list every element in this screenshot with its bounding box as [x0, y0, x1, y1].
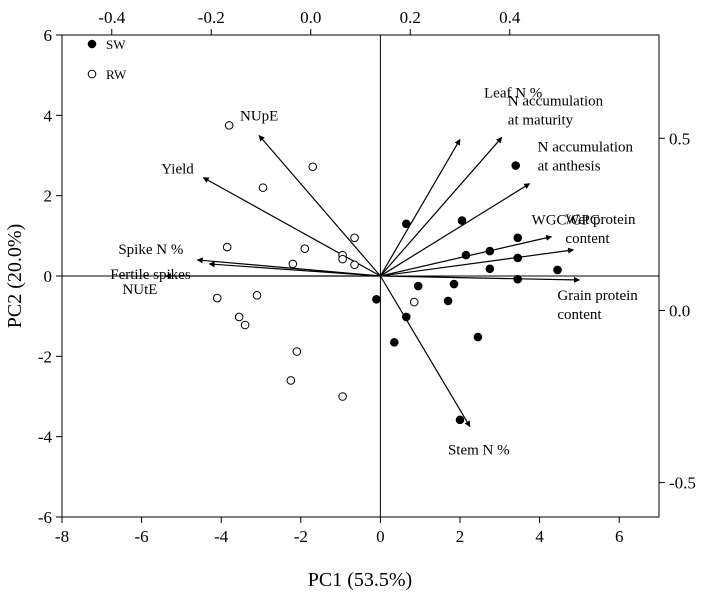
loading-label-n-accumulation-at-maturity: N accumulation at maturity	[508, 93, 604, 128]
loading-label-wet-protein-content: Wet protein content	[565, 212, 636, 247]
point-sw-1	[511, 161, 521, 170]
point-sw-10	[513, 274, 523, 284]
loading-arrow-leaf-n	[379, 138, 461, 277]
x-tick-label-0: 0	[376, 527, 385, 546]
point-sw-7	[513, 253, 523, 263]
point-rw-18	[338, 392, 347, 401]
point-rw-16	[292, 347, 302, 356]
point-sw-14	[443, 296, 453, 306]
point-sw-5	[485, 246, 495, 256]
legend-label-sw: SW	[106, 37, 126, 52]
x-axis-bottom: -8 -6 -4 -2 0 2 4 6	[55, 517, 624, 546]
y-tick-label-0: 0	[44, 267, 53, 286]
right-tick-label-0-5: -0.5	[669, 474, 696, 493]
legend-marker-rw	[87, 69, 97, 79]
loading-label-wgc-gpc: WGC/GPC	[532, 213, 600, 229]
legend-marker-sw	[87, 39, 97, 49]
top-tick-label-0-0: 0.0	[300, 8, 321, 27]
x-tick-label-2: 2	[456, 527, 465, 546]
point-rw-2	[308, 162, 318, 172]
loading-label-n-accumulation-at-anthesis: N accumulation at anthesis	[538, 140, 634, 175]
loading-arrow-n-accumulation-at-maturity	[379, 136, 503, 277]
point-sw-16	[390, 337, 399, 347]
loading-arrow-n-accumulation-at-anthesis	[380, 183, 531, 277]
point-rw-17	[286, 376, 296, 385]
top-tick-label-0-2: -0.2	[198, 8, 225, 27]
point-sw-2	[401, 219, 411, 229]
x-tick-label-8: -8	[55, 527, 69, 546]
y-axis-left: -6 -4 -2 0 2 4 6	[38, 26, 62, 527]
point-sw-12	[449, 279, 459, 289]
loading-label-leaf-n: Leaf N %	[484, 85, 542, 101]
point-sw-18	[455, 415, 465, 425]
y-tick-label-2: 2	[44, 187, 53, 206]
point-rw-5	[222, 242, 232, 252]
y-axis-title: PC2 (20.0%)	[4, 224, 26, 328]
legend-label-rw: RW	[106, 67, 127, 82]
right-tick-label-0-5: 0.5	[669, 129, 690, 148]
x-axis-top: -0.4 -0.2 0.0 0.2 0.4	[98, 8, 521, 35]
x-tick-label-4: -4	[214, 527, 229, 546]
top-tick-label-0-4: -0.4	[98, 8, 125, 27]
point-rw-12	[252, 290, 262, 300]
loading-arrow-stem-n	[379, 275, 471, 428]
y-tick-label-4: 4	[44, 106, 53, 125]
loading-label-grain-protein-content: Grain protein content	[557, 288, 638, 323]
x-tick-label-2: -2	[294, 527, 308, 546]
x-tick-label-6: 6	[615, 527, 624, 546]
point-sw-8	[485, 264, 495, 274]
loading-vectors: Leaf N %N accumulation at maturity N accum…	[110, 85, 638, 458]
loading-arrow-yield	[202, 177, 381, 277]
top-tick-label-0-4: 0.4	[499, 8, 521, 27]
point-sw-9	[553, 265, 562, 275]
loading-label-yield: Yield	[161, 162, 194, 178]
y-tick-label-4: -4	[38, 428, 53, 447]
loading-label-nupe: NUpE	[240, 108, 278, 124]
point-rw-13	[409, 297, 419, 307]
loading-arrow-nupe	[258, 134, 381, 277]
point-rw-8	[338, 254, 347, 264]
x-tick-label-4: 4	[535, 527, 544, 546]
point-rw-6	[300, 244, 310, 253]
loading-arrow-wet-protein-content	[380, 247, 575, 277]
loading-label-nute: NUtE	[122, 282, 157, 298]
point-sw-4	[513, 233, 523, 243]
y-tick-label-6: 6	[44, 26, 53, 45]
loading-label-spike-n: Spike N %	[118, 242, 183, 258]
loading-label-fertile-spikes: Fertile spikes	[110, 267, 191, 283]
loading-arrow-grain-protein-content	[380, 275, 580, 283]
point-rw-4	[350, 233, 359, 243]
loading-arrow-fertile-spikes	[208, 261, 381, 277]
score-points	[212, 121, 562, 425]
point-rw-9	[288, 259, 298, 269]
x-axis-title: PC1 (53.5%)	[308, 569, 412, 591]
legend: SW RW	[87, 37, 127, 82]
y-tick-label-6: -6	[38, 508, 52, 527]
point-sw-6	[461, 250, 471, 260]
right-tick-label-0-0: 0.0	[669, 301, 690, 320]
point-sw-13	[372, 294, 381, 304]
point-rw-1	[224, 121, 234, 130]
point-rw-14	[234, 312, 244, 322]
point-sw-3	[457, 216, 467, 225]
loading-label-stem-n: Stem N %	[448, 443, 510, 459]
point-rw-11	[212, 293, 222, 303]
point-sw-11	[413, 281, 423, 291]
x-tick-label-6: -6	[135, 527, 149, 546]
point-rw-3	[258, 183, 268, 192]
top-tick-label-0-2: 0.2	[400, 8, 421, 27]
y-tick-label-2: -2	[38, 347, 52, 366]
point-rw-15	[240, 320, 250, 330]
point-sw-17	[473, 332, 483, 342]
point-sw-15	[401, 312, 411, 322]
point-rw-10	[350, 260, 359, 270]
y-axis-right: 0.5 0.0 -0.5	[659, 129, 696, 493]
